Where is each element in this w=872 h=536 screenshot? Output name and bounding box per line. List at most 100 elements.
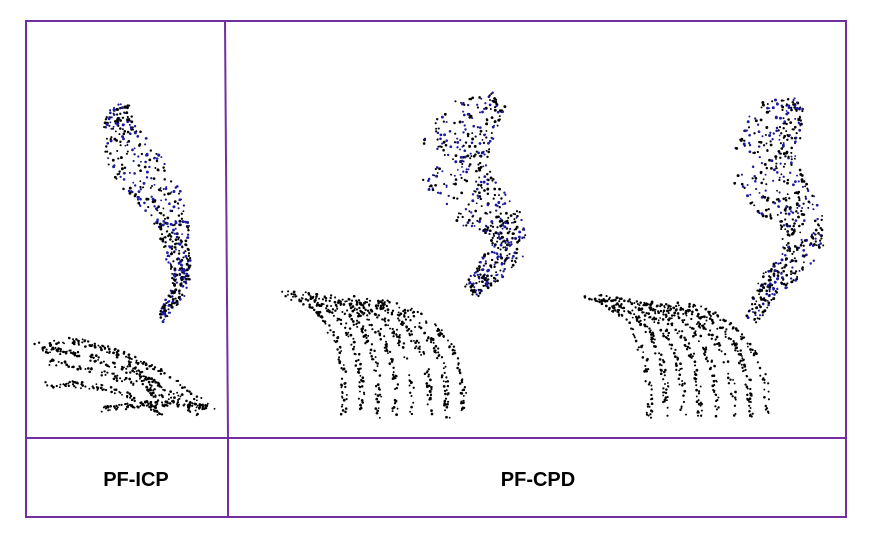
point (647, 383, 651, 386)
point (153, 366, 157, 369)
point (670, 347, 673, 350)
point (431, 174, 435, 177)
point (784, 212, 788, 215)
point (786, 205, 789, 208)
point (439, 133, 443, 137)
point (112, 405, 116, 408)
point (486, 203, 490, 207)
point (357, 321, 361, 324)
point (477, 183, 480, 187)
point (673, 355, 677, 358)
point (170, 265, 173, 269)
point (383, 318, 386, 322)
point (705, 356, 708, 359)
point (155, 152, 158, 155)
point (487, 178, 490, 182)
point (387, 324, 390, 327)
point (781, 105, 785, 109)
point (125, 152, 128, 155)
point (103, 347, 106, 350)
point (492, 232, 495, 236)
point (473, 271, 476, 275)
point (774, 116, 778, 120)
point (795, 109, 798, 112)
point (649, 416, 653, 419)
point (165, 185, 168, 188)
point (784, 218, 787, 221)
point (508, 252, 511, 256)
point (443, 133, 447, 137)
point (801, 185, 804, 188)
point (376, 299, 380, 303)
point (429, 338, 433, 342)
point (429, 340, 433, 344)
point (786, 230, 790, 233)
point (184, 243, 187, 246)
point (361, 401, 365, 404)
point (766, 103, 769, 105)
point (442, 380, 445, 383)
point (458, 120, 462, 124)
point (489, 264, 493, 268)
point (446, 384, 450, 388)
point (801, 107, 804, 111)
point (790, 210, 793, 213)
point (129, 396, 132, 399)
point (764, 214, 768, 218)
point (106, 345, 110, 348)
point (119, 112, 122, 116)
point (503, 262, 506, 265)
point (174, 227, 177, 230)
point (60, 361, 63, 365)
point (153, 183, 156, 186)
point (755, 187, 758, 191)
point (440, 374, 444, 377)
point (482, 264, 486, 267)
point (115, 355, 119, 359)
point (608, 306, 611, 310)
point (368, 311, 371, 314)
point (461, 165, 463, 168)
point (383, 301, 386, 304)
point (474, 289, 478, 292)
point (172, 228, 175, 232)
point (182, 204, 186, 207)
point (749, 348, 752, 351)
point (167, 308, 170, 311)
point (133, 131, 137, 135)
point (474, 153, 477, 156)
point (478, 111, 482, 114)
point (605, 299, 609, 303)
point (127, 353, 131, 356)
point (348, 327, 352, 330)
point (444, 365, 447, 368)
point (111, 158, 115, 162)
point (392, 366, 395, 369)
point (313, 300, 316, 303)
point (784, 198, 788, 202)
point (434, 344, 438, 348)
point (475, 293, 478, 296)
point (363, 311, 366, 315)
point (304, 298, 308, 301)
point (740, 173, 743, 176)
point (306, 299, 310, 302)
point (794, 219, 798, 222)
point (339, 412, 343, 416)
point (697, 403, 701, 406)
point (712, 388, 715, 392)
point (716, 315, 720, 318)
point (118, 390, 121, 393)
point (374, 407, 378, 410)
point (470, 211, 473, 214)
point (470, 282, 473, 285)
point (156, 410, 159, 413)
point (712, 374, 716, 377)
point (672, 306, 676, 310)
point (763, 162, 767, 166)
point (309, 295, 312, 298)
point (453, 121, 456, 125)
point (811, 236, 815, 239)
point (608, 296, 611, 299)
point (319, 304, 323, 308)
